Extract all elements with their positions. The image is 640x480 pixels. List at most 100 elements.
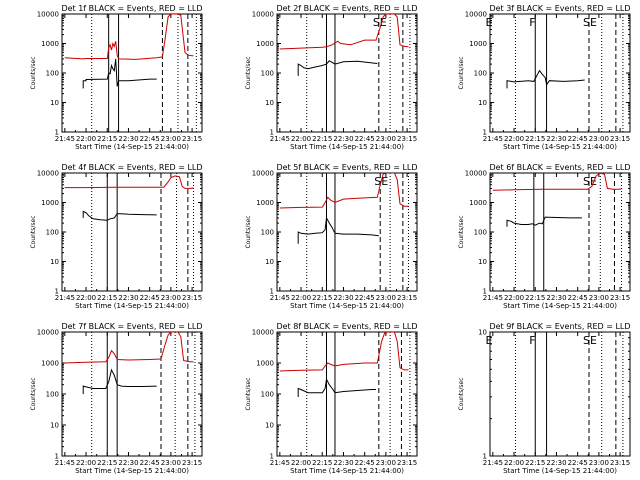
panel-7-x-tick-label: 21:45 [55,459,75,467]
panel-4-title: Det 4f BLACK = Events, RED = LLD [61,163,202,172]
panel-1-x-tick-label: 22:30 [118,135,138,143]
panel-7-x-tick-label: 22:00 [76,459,96,467]
panel-7-x-tick-label: 22:15 [97,459,117,467]
panel-6-series-events-line [507,217,582,227]
panel-1-y-tick-label: 100 [46,70,59,78]
panel-7-y-tick-label: 1000 [41,360,59,368]
panel-3-x-tick-label: 22:15 [525,135,545,143]
panel-7-x-tick-label: 22:45 [140,459,160,467]
panel-3-series-events-line [507,71,585,89]
panel-6-series-lld-line [493,173,622,190]
panel-8-x-tick-label: 22:00 [291,459,311,467]
panel-2-series-events-line [298,61,377,76]
panel-6-y-tick-label: 10000 [465,170,487,178]
panel-1-axes-frame [62,14,202,132]
panel-9-x-tick-label: 21:45 [483,459,503,467]
panel-2-y-tick-label: 1000 [256,40,274,48]
panel-6-axes-frame [490,173,630,291]
panel-4-x-tick-label: 22:30 [118,294,138,302]
panel-2-x-tick-label: 22:00 [291,135,311,143]
panel-7-x-tick-label: 22:30 [118,459,138,467]
panel-3: Det 3f BLACK = Events, RED = LLD E F SE 1 10 1… [458,4,631,151]
panel-8-x-tick-label: 23:00 [376,459,396,467]
panel-6-x-tick-label: 22:15 [525,294,545,302]
panel-3-title: Det 3f BLACK = Events, RED = LLD [489,4,630,13]
panel-7-y-tick-label: 10 [50,422,59,430]
panel-9-y-tick-label: 10 [478,329,487,337]
panel-8-y-tick-label: 1000 [256,360,274,368]
panel-8-title: Det 8f BLACK = Events, RED = LLD [276,322,417,331]
panel-4-series-events-line [83,211,157,220]
panel-1-title: Det 1f BLACK = Events, RED = LLD [61,4,202,13]
panel-6-y-tick-label: 1000 [469,199,487,207]
panel-5-y-tick-label: 1000 [256,199,274,207]
panel-3-y-axis-label: Counts/sec [458,56,465,89]
panel-6-x-tick-label: 22:45 [568,294,588,302]
panel-8-series-lld-line [280,332,409,371]
panel-7-x-tick-label: 23:15 [182,459,202,467]
panel-9-y-axis-label: Counts/sec [458,377,465,410]
panel-3-y-tick-label: 10000 [465,11,487,19]
panel-6-marker-label-se: SE [583,175,597,188]
panel-3-axes-frame [490,14,630,132]
panel-9-marker-label-se: SE [583,334,597,347]
panel-4-y-tick-label: 1000 [41,199,59,207]
panel-5-x-tick-label: 23:15 [397,294,417,302]
panel-4-axes-frame [62,173,202,291]
panel-2-series-lld-line [280,14,409,49]
panel-1-y-tick-label: 10000 [37,11,59,19]
panel-2-x-tick-label: 21:45 [270,135,290,143]
panel-9-x-tick-label: 23:00 [589,459,609,467]
panel-8-x-tick-label: 22:15 [312,459,332,467]
panel-5-title: Det 5f BLACK = Events, RED = LLD [276,163,417,172]
panel-3-y-tick-label: 1000 [469,40,487,48]
panel-7-y-tick-label: 100 [46,391,59,399]
panel-2-x-tick-label: 22:30 [333,135,353,143]
panel-6: Det 6f BLACK = Events, RED = LLDSE110100… [458,163,631,310]
panel-7-title: Det 7f BLACK = Events, RED = LLD [61,322,202,331]
panel-1: Det 1f BLACK = Events, RED = LLD 1 10 100 10… [30,4,203,151]
panel-2-y-tick-label: 100 [261,70,274,78]
panel-1-x-tick-label: 23:15 [182,135,202,143]
panel-9-axes-frame [490,332,630,456]
panel-3-marker-label-se: SE [583,16,597,29]
panel-7: Det 7f BLACK = Events, RED = LLD 1 10 100 10… [30,322,203,475]
panel-9-x-tick-label: 22:30 [546,459,566,467]
panel-1-x-tick-label: 23:00 [161,135,181,143]
panel-4-series-lld-line [65,176,194,189]
panel-8-x-tick-label: 21:45 [270,459,290,467]
panel-4-y-tick-label: 10 [50,258,59,266]
panel-6-title: Det 6f BLACK = Events, RED = LLD [489,163,630,172]
panel-2-title: Det 2f BLACK = Events, RED = LLD [276,4,417,13]
panel-8-y-tick-label: 10000 [252,329,274,337]
panel-5-x-tick-label: 22:45 [355,294,375,302]
panel-8-x-tick-label: 22:45 [355,459,375,467]
panel-8: Det 8f BLACK = Events, RED = LLD11010010… [245,322,418,475]
panel-7-x-axis-label: Start Time (14-Sep-15 21:44:00) [75,467,189,475]
panel-1-x-axis-label: Start Time (14-Sep-15 21:44:00) [75,143,189,151]
panel-8-y-tick-label: 100 [261,391,274,399]
panel-1-y-tick-label: 1000 [41,40,59,48]
panel-2: Det 2f BLACK = Events, RED = LLD SE 1 10 100… [245,4,418,151]
panel-5-series-events-line [298,218,379,244]
panel-5-x-tick-label: 22:00 [291,294,311,302]
panel-1-x-tick-label: 22:15 [97,135,117,143]
panel-5-x-tick-label: 23:00 [376,294,396,302]
panel-4-x-tick-label: 23:15 [182,294,202,302]
panel-9-x-tick-label: 22:45 [568,459,588,467]
panel-7-y-axis-label: Counts/sec [30,377,37,410]
panel-5-x-tick-label: 21:45 [270,294,290,302]
panel-4-y-axis-label: Counts/sec [30,215,37,248]
panel-3-x-tick-label: 23:15 [610,135,630,143]
panel-9-title: Det 9f BLACK = Events, RED = LLD [489,322,630,331]
panel-6-x-tick-label: 21:45 [483,294,503,302]
panel-2-x-tick-label: 22:15 [312,135,332,143]
panel-2-y-tick-label: 10 [265,99,274,107]
panel-5-y-tick-label: 100 [261,229,274,237]
detector-rate-figure: Det 1f BLACK = Events, RED = LLD11010010… [0,0,640,480]
panel-5-x-axis-label: Start Time (14-Sep-15 21:44:00) [290,302,404,310]
panel-4: Det 4f BLACK = Events, RED = LLD 1 10 100 10… [30,163,203,310]
panel-1-y-axis-label: Counts/sec [30,56,37,89]
panel-9-x-tick-label: 23:15 [610,459,630,467]
panel-3-x-tick-label: 21:45 [483,135,503,143]
